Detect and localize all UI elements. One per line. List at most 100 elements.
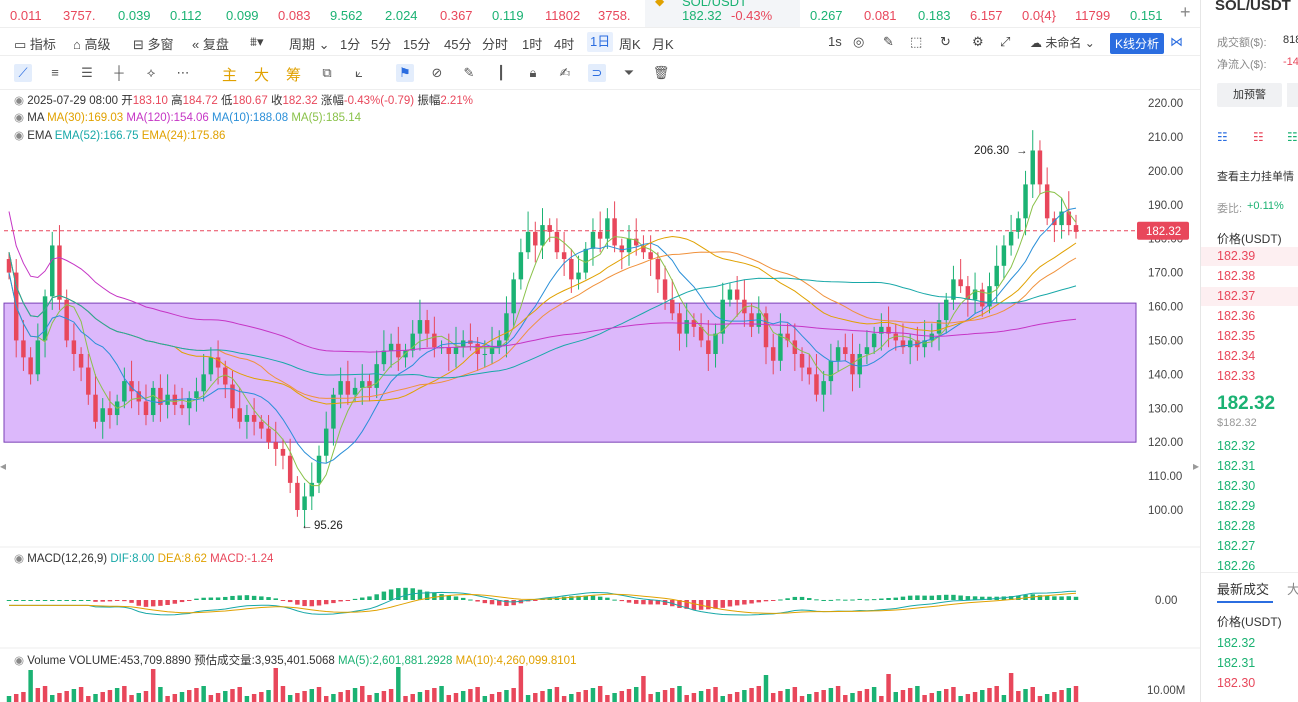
bookmark-icon[interactable]: ⚑ (396, 64, 414, 82)
ticker-item[interactable]: 0.039 (118, 8, 151, 23)
chips-button[interactable]: 筹 (286, 67, 302, 84)
volume-bar (828, 688, 834, 702)
ask-price[interactable]: 182.33 (1217, 369, 1256, 383)
big-trades-tab[interactable]: 大 (1287, 579, 1298, 598)
bid-price[interactable]: 182.26 (1217, 559, 1256, 573)
ask-price[interactable]: 182.37 (1201, 287, 1298, 306)
ask-price[interactable]: 182.36 (1217, 309, 1256, 323)
camera-icon[interactable]: ◎ (853, 34, 865, 49)
ticker-item[interactable]: 0.083 (278, 8, 311, 23)
alert-more-button[interactable] (1287, 83, 1298, 107)
ticker-item[interactable]: 2.024 (385, 8, 418, 23)
ticker-item[interactable]: 3757. (63, 8, 96, 23)
main-button[interactable]: 主 (222, 67, 238, 84)
moving-average-line (8, 211, 1077, 353)
link-icon[interactable]: ⊘ (431, 65, 443, 80)
edit-line-icon[interactable]: ✎ (463, 65, 475, 80)
ask-price[interactable]: 182.38 (1217, 269, 1256, 283)
ticker-item[interactable]: 0.081 (864, 8, 897, 23)
ask-price[interactable]: 182.39 (1201, 247, 1298, 266)
kline-analysis-button[interactable]: K线分析 (1110, 33, 1165, 54)
bid-price[interactable]: 182.28 (1217, 519, 1256, 533)
fullscreen-icon[interactable]: ⤢ (1000, 34, 1011, 49)
pen-icon[interactable]: ✎ (883, 34, 894, 49)
latest-trades-tab[interactable]: 最新成交 (1217, 582, 1270, 597)
book-both-icon[interactable]: ☷ (1217, 130, 1228, 144)
candle-body (785, 333, 790, 341)
ticker-item[interactable]: 11799 (1075, 8, 1111, 23)
ticker-item[interactable]: 0.183 (918, 8, 951, 23)
share-icon[interactable]: ⋈ (1170, 34, 1183, 49)
ticker-item[interactable]: 6.157 (970, 8, 1003, 23)
big-button[interactable]: 大 (254, 67, 270, 84)
bid-price[interactable]: 182.31 (1217, 459, 1256, 473)
book-asks-icon[interactable]: ☷ (1253, 130, 1264, 144)
brush-icon[interactable]: ⟡ (146, 65, 156, 80)
candle-body (1073, 225, 1079, 232)
period-option[interactable]: 分时 (482, 37, 509, 52)
add-alert-button[interactable]: 加预警 (1217, 83, 1282, 107)
ticker-item[interactable]: 0.099 (226, 8, 259, 23)
filter-icon[interactable]: ⏷ (623, 65, 635, 80)
period-option[interactable]: 周K (619, 37, 641, 52)
active-ticker[interactable]: ◆ 182.32 -0.43% (645, 0, 800, 27)
bid-price[interactable]: 182.30 (1217, 479, 1256, 493)
period-option[interactable]: 1分 (340, 37, 361, 52)
bid-price[interactable]: 182.29 (1217, 499, 1256, 513)
ticker-item[interactable]: 9.562 (330, 8, 363, 23)
ticker-item[interactable]: 0.151 (1130, 8, 1163, 23)
book-bids-icon[interactable]: ☷ (1287, 130, 1298, 144)
chart-type-icon[interactable]: ⩩▾ (250, 34, 264, 49)
indicators-button[interactable]: ▭ 指标 (14, 37, 56, 52)
hlines-icon[interactable]: ≡ (51, 65, 59, 80)
channel-icon[interactable]: ☰ (81, 65, 93, 80)
measure-icon[interactable]: ⟀ (355, 65, 363, 80)
high-mark-arrow: → (1016, 145, 1028, 157)
magnet-icon[interactable]: ⊃ (588, 64, 606, 82)
period-option[interactable]: 1时 (522, 37, 543, 52)
redo-icon[interactable]: ↻ (940, 34, 951, 49)
period-option[interactable]: 4时 (554, 37, 575, 52)
period-option[interactable]: 15分 (403, 37, 431, 52)
hray-icon[interactable]: ┼ (114, 65, 124, 80)
replay-button[interactable]: « 复盘 (192, 37, 229, 52)
period-option[interactable]: 45分 (444, 37, 472, 52)
multi-window-button[interactable]: ⊟ 多窗 (133, 37, 174, 52)
price-chart[interactable]: 220.00210.00200.00190.00180.00170.00160.… (0, 90, 1200, 702)
more-icon[interactable]: ⋯ (176, 65, 190, 80)
trash-icon[interactable]: 🗑︎ (652, 65, 670, 80)
candle-body (540, 225, 545, 246)
note-icon[interactable]: ✍ (559, 65, 571, 80)
candle-icon[interactable]: ┃ (497, 65, 505, 80)
ticker-item[interactable]: 0.011 (10, 8, 42, 23)
expand-icon[interactable]: ⬚ (910, 34, 923, 49)
ask-price[interactable]: 182.34 (1217, 349, 1256, 363)
layout-dropdown[interactable]: ☁ 未命名 ⌄ (1030, 36, 1095, 50)
period-option[interactable]: 1日 (587, 32, 614, 52)
add-ticker-icon[interactable]: + (1180, 2, 1191, 22)
ticker-item[interactable]: 0.119 (492, 8, 524, 23)
settings-icon[interactable]: ⚙ (972, 34, 984, 49)
ticker-item[interactable]: 0.267 (810, 8, 843, 23)
bid-price[interactable]: 182.27 (1217, 539, 1256, 553)
ticker-item[interactable]: 0.112 (170, 8, 202, 23)
ticker-item[interactable]: SOL/USDT (682, 0, 748, 9)
see-orders-link[interactable]: 查看主力挂单情 (1217, 171, 1294, 183)
ticker-item[interactable]: 3758. (598, 8, 631, 23)
ratio-value: +0.11% (1247, 200, 1284, 212)
period-option[interactable]: 月K (652, 37, 674, 52)
ticker-item[interactable]: 11802 (545, 8, 581, 23)
ticker-item[interactable]: 0.367 (440, 8, 473, 23)
pattern-icon[interactable]: ⧉ (322, 65, 332, 80)
period-option[interactable]: 5分 (371, 37, 392, 52)
trendline-icon[interactable]: ⟋ (14, 64, 32, 82)
period-dropdown[interactable]: 周期 ⌄ (289, 37, 330, 52)
macd-bar (583, 595, 588, 600)
interval-label[interactable]: 1s (828, 34, 842, 49)
ticker-item[interactable]: 0.0{4} (1022, 8, 1056, 23)
ask-price[interactable]: 182.35 (1217, 329, 1256, 343)
bid-price[interactable]: 182.32 (1217, 439, 1256, 453)
advanced-button[interactable]: ⌂ 高级 (73, 37, 111, 52)
lock-icon[interactable]: 🔒︎ (529, 65, 537, 80)
candle-body (525, 231, 531, 253)
